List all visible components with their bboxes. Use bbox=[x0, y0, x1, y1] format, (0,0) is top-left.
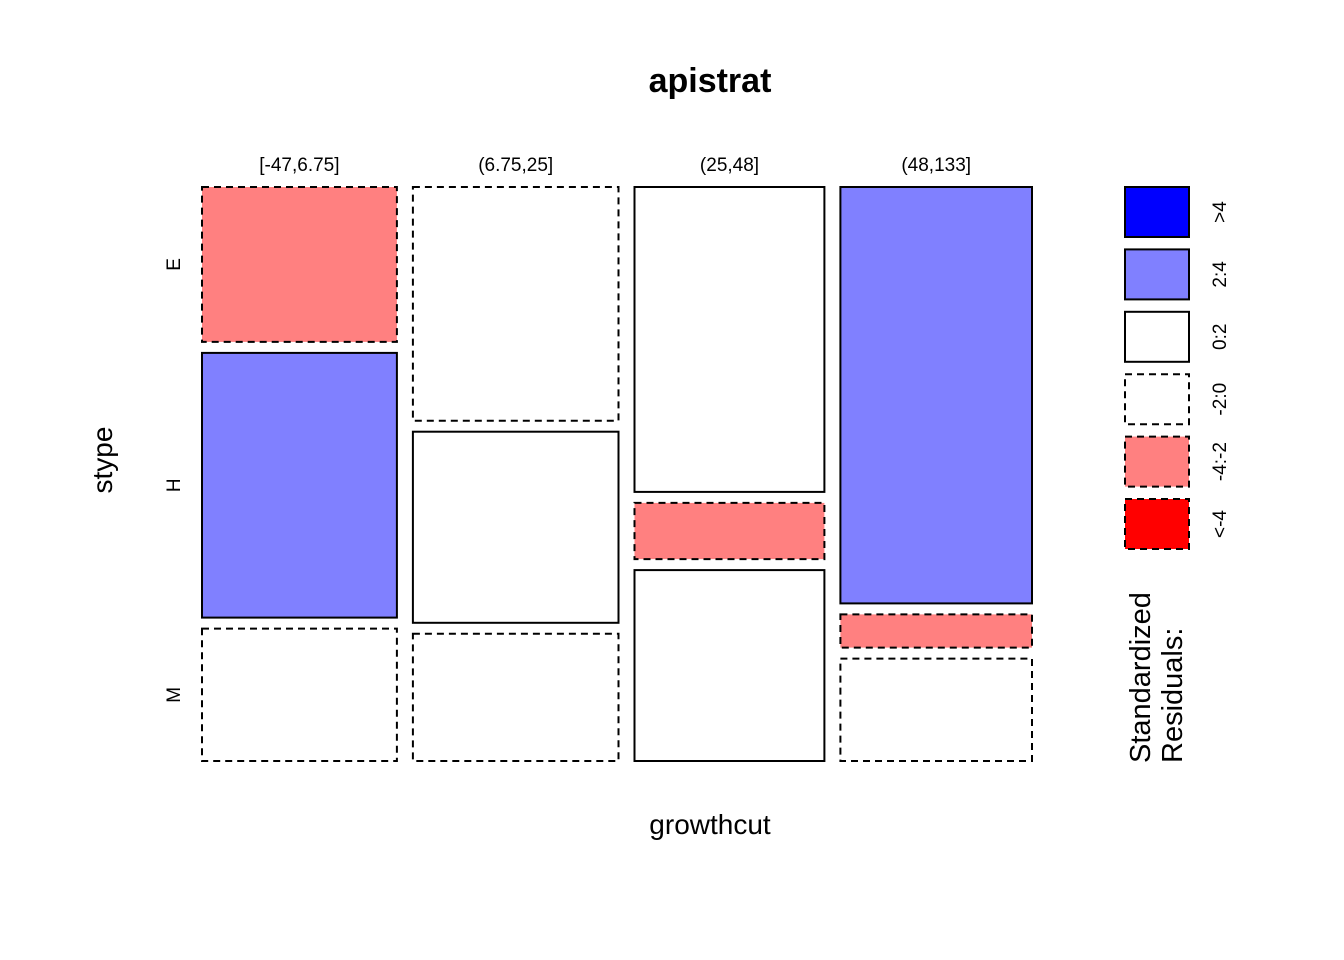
legend-label: -2:0 bbox=[1210, 383, 1231, 416]
y-tick-label: M bbox=[164, 687, 185, 703]
x-tick-label: (48,133] bbox=[901, 155, 971, 176]
tile-6-75-25-m bbox=[411, 632, 620, 762]
legend-label: -4:-2 bbox=[1210, 442, 1231, 481]
legend: >4 2:4 0:2 -2:0 -4:-2 <-4 Standardized Residu… bbox=[1124, 186, 1231, 763]
tile-48-133-e bbox=[839, 186, 1034, 605]
legend-label: 2:4 bbox=[1210, 261, 1231, 288]
x-tick-label: (25,48] bbox=[700, 155, 759, 176]
mosaic-tiles bbox=[201, 186, 1034, 762]
y-tick-labels: E H M bbox=[164, 258, 185, 703]
chart-title: apistrat bbox=[649, 62, 772, 100]
tile-47-6-75-m bbox=[201, 627, 398, 762]
tile-6-75-25-h bbox=[411, 430, 620, 624]
legend-swatch bbox=[1124, 373, 1190, 426]
x-axis-title: growthcut bbox=[649, 809, 771, 840]
tile-47-6-75-h bbox=[201, 351, 398, 619]
x-tick-label: (6.75,25] bbox=[478, 155, 553, 176]
tile-25-48-e bbox=[633, 186, 826, 493]
legend-swatch bbox=[1124, 248, 1190, 301]
y-axis-title: stype bbox=[87, 427, 118, 494]
legend-title-line-2: Residuals: bbox=[1157, 628, 1189, 763]
tile-6-75-25-e bbox=[411, 186, 620, 422]
legend-label: <-4 bbox=[1210, 510, 1231, 538]
legend-title-line-1: Standardized bbox=[1125, 592, 1157, 763]
legend-swatch bbox=[1124, 435, 1190, 488]
y-tick-label: H bbox=[164, 478, 185, 492]
x-tick-labels: [-47,6.75] (6.75,25] (25,48] (48,133] bbox=[259, 155, 971, 176]
legend-swatch bbox=[1124, 498, 1190, 550]
legend-title: Standardized Residuals: bbox=[1125, 584, 1189, 763]
legend-label: >4 bbox=[1210, 201, 1231, 223]
tile-48-133-m bbox=[839, 657, 1034, 762]
legend-keys: >4 2:4 0:2 -2:0 -4:-2 <-4 bbox=[1124, 186, 1231, 550]
legend-swatch bbox=[1124, 310, 1190, 363]
y-tick-label: E bbox=[164, 258, 185, 271]
tile-47-6-75-e bbox=[201, 186, 398, 343]
tile-48-133-h bbox=[839, 613, 1034, 649]
tile-25-48-h bbox=[633, 501, 826, 561]
tile-25-48-m bbox=[633, 569, 826, 762]
x-tick-label: [-47,6.75] bbox=[259, 155, 339, 176]
legend-swatch bbox=[1124, 186, 1190, 238]
legend-label: 0:2 bbox=[1210, 324, 1231, 350]
